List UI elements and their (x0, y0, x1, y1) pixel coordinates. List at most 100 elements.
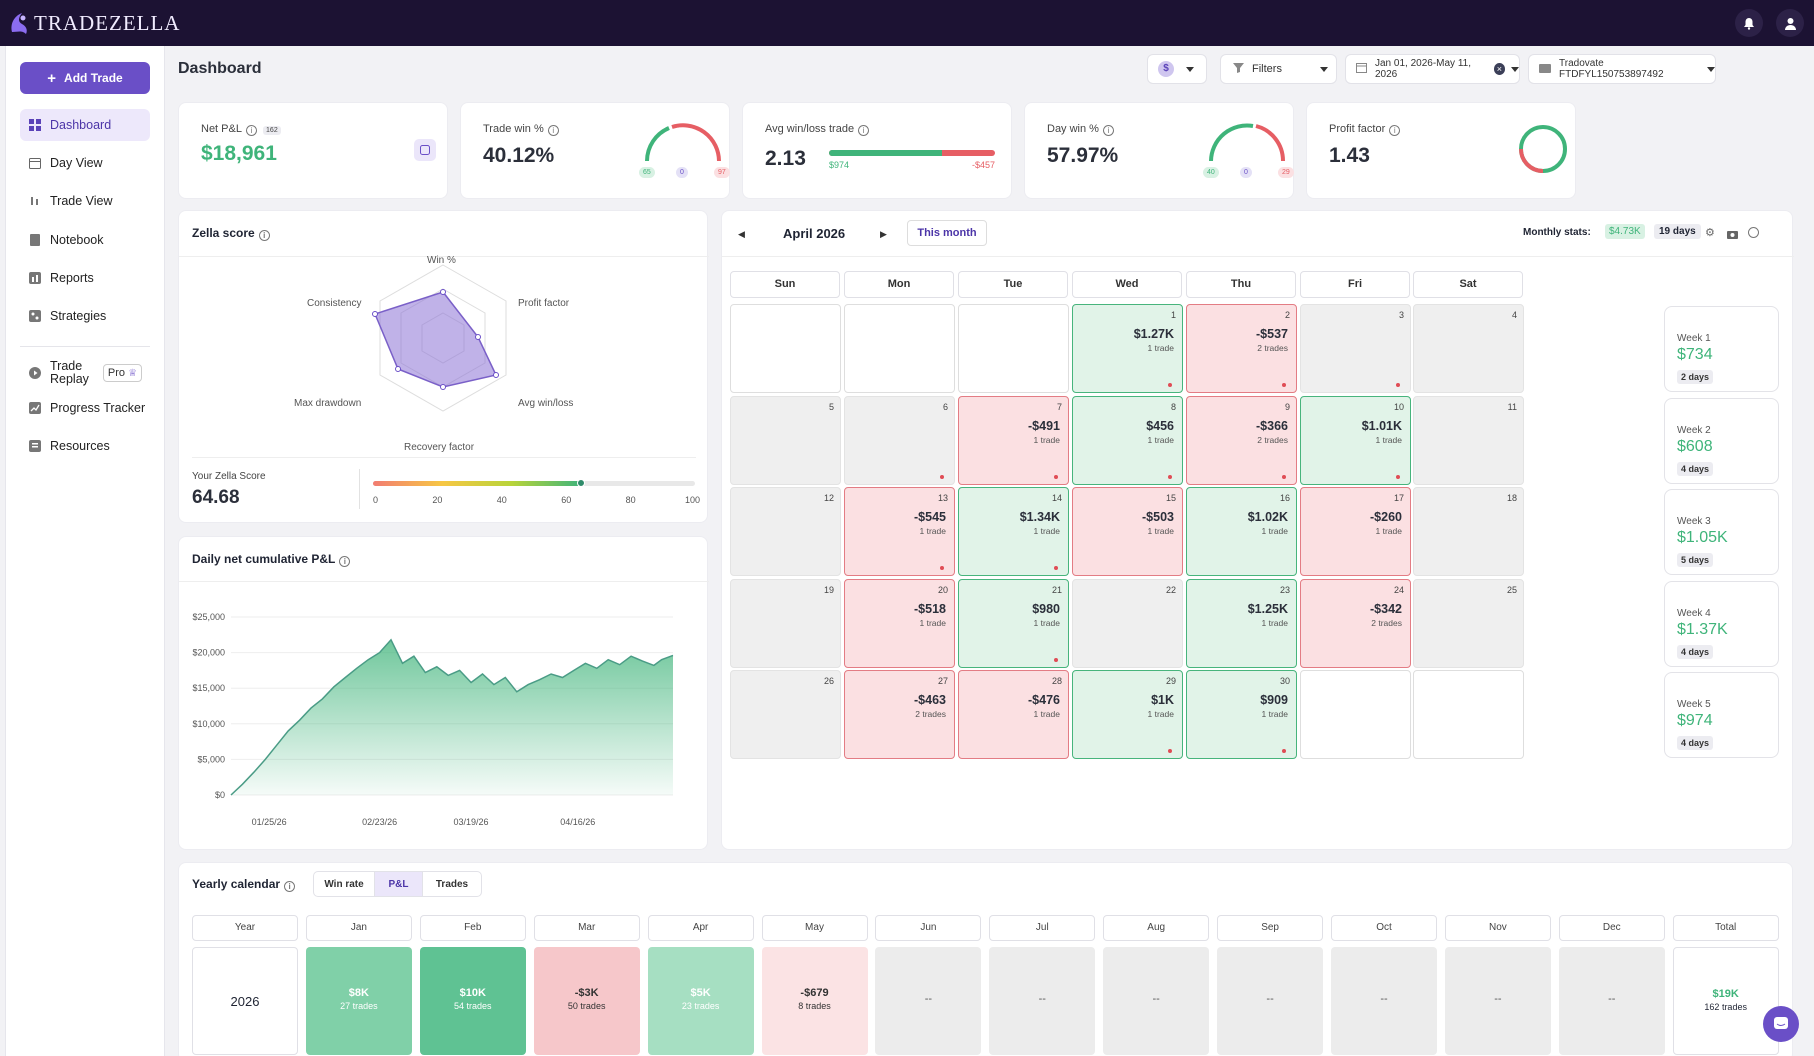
calendar-day[interactable]: 30 $909 1 trade (1186, 670, 1297, 759)
currency-select[interactable]: $ (1147, 54, 1207, 84)
this-month-button[interactable]: This month (907, 220, 987, 246)
calendar-day[interactable]: 21 $980 1 trade (958, 578, 1069, 668)
sidebar-item-resources[interactable]: Resources (20, 430, 150, 462)
calendar-day[interactable]: 9 -$366 2 trades (1186, 395, 1297, 485)
sidebar-item-label: Day View (50, 156, 103, 170)
camera-icon[interactable] (1727, 226, 1738, 244)
calendar-day[interactable]: 8 $456 1 trade (1072, 395, 1183, 485)
day-trades: 1 trade (1033, 617, 1060, 628)
calendar-day[interactable]: 4 (1413, 304, 1524, 393)
day-wins-count: 40 (1203, 167, 1219, 178)
info-icon: i (1389, 125, 1401, 136)
calendar-day[interactable]: 19 (730, 578, 841, 668)
yearly-month-cell[interactable]: -- (1217, 947, 1324, 1055)
chat-button[interactable] (1763, 1006, 1799, 1042)
weekday-header: Mon (844, 271, 954, 298)
yearly-month-cell[interactable]: -- (1331, 947, 1437, 1055)
calendar-day[interactable]: 11 (1413, 395, 1524, 485)
day-number: 2 (1284, 310, 1290, 320)
zella-scale-tick: 80 (625, 495, 636, 505)
sidebar-item-strategies[interactable]: Strategies (20, 300, 150, 332)
next-month-arrow[interactable]: ▶ (880, 229, 887, 239)
month-pnl: -- (1608, 993, 1616, 1005)
filters-button[interactable]: Filters (1220, 54, 1337, 84)
calendar-day[interactable]: 2 -$537 2 trades (1186, 304, 1297, 393)
user-icon[interactable] (1776, 9, 1804, 37)
calendar-day[interactable]: 10 $1.01K 1 trade (1300, 395, 1411, 485)
sidebar-item-trade-view[interactable]: Trade View (20, 185, 150, 217)
yearly-month-cell[interactable]: $5K 23 trades (647, 947, 754, 1055)
prev-month-arrow[interactable]: ◀ (738, 229, 745, 239)
settings-icon[interactable]: ⚙ (1705, 227, 1715, 239)
calendar-day[interactable]: 1 $1.27K 1 trade (1072, 304, 1183, 393)
y-tick-label: $15,000 (192, 683, 225, 693)
tab-trades[interactable]: Trades (422, 871, 482, 897)
yearly-month-cell[interactable]: -- (1103, 947, 1210, 1055)
calendar-day[interactable]: 7 -$491 1 trade (958, 395, 1069, 485)
sidebar-item-reports[interactable]: Reports (20, 262, 150, 294)
yearly-month-cell[interactable]: -- (1558, 947, 1665, 1055)
calendar-day[interactable] (1300, 670, 1411, 759)
sidebar-item-trade-replay[interactable]: Trade Replay Pro ♕ (20, 354, 150, 392)
clear-icon[interactable]: × (1493, 63, 1505, 75)
calendar-day[interactable] (958, 304, 1069, 393)
add-trade-button[interactable]: + Add Trade (20, 62, 150, 94)
calendar-day[interactable] (844, 304, 955, 393)
sidebar-item-day-view[interactable]: Day View (20, 147, 150, 179)
calendar-day[interactable]: 17 -$260 1 trade (1300, 487, 1411, 576)
calendar-day[interactable]: 5 (730, 395, 841, 485)
yearly-month-cell[interactable]: -$679 8 trades (761, 947, 868, 1055)
yearly-month-cell[interactable]: $8K 27 trades (305, 947, 412, 1055)
day-trades: 1 trade (1147, 434, 1174, 445)
sidebar-item-label: Trade View (50, 194, 113, 208)
notebook-icon (29, 234, 41, 246)
yearly-month-cell[interactable]: -$3K 50 trades (533, 947, 640, 1055)
day-number: 10 (1393, 401, 1404, 412)
calendar-day[interactable] (1413, 670, 1524, 759)
day-trades: 2 trades (1257, 434, 1288, 445)
day-number: 20 (937, 584, 948, 595)
calendar-day[interactable]: 28 -$476 1 trade (958, 670, 1069, 759)
yearly-month-cell[interactable]: -- (875, 947, 982, 1055)
note-dot (1396, 383, 1400, 387)
calendar-day[interactable]: 15 -$503 1 trade (1072, 487, 1183, 576)
replay-icon (29, 367, 41, 379)
calendar-day[interactable]: 22 (1072, 578, 1183, 668)
calendar-day[interactable]: 6 (844, 395, 955, 485)
calendar-day[interactable] (730, 304, 841, 393)
bell-icon[interactable] (1735, 9, 1763, 37)
week-label: Week 3 (1677, 516, 1711, 527)
app-logo[interactable]: TRADEZELLA (8, 10, 180, 36)
calendar-day[interactable]: 12 (730, 487, 841, 576)
crown-icon: ♕ (128, 368, 138, 379)
calendar-day[interactable]: 20 -$518 1 trade (844, 578, 955, 668)
calendar-day[interactable]: 3 (1300, 304, 1411, 393)
calendar-day[interactable]: 13 -$545 1 trade (844, 487, 955, 576)
tab-win-rate[interactable]: Win rate (313, 871, 375, 897)
trade-win-card: Trade win % i 40.12% 65 0 97 (460, 102, 730, 199)
net-pnl-icon[interactable] (414, 139, 436, 161)
sidebar-item-notebook[interactable]: Notebook (20, 224, 150, 256)
calendar-day[interactable]: 24 -$342 2 trades (1300, 578, 1411, 668)
calendar-day[interactable]: 26 (730, 670, 841, 759)
day-pnl: -$260 (1370, 510, 1402, 524)
calendar-day[interactable]: 23 $1.25K 1 trade (1186, 578, 1297, 668)
calendar-day[interactable]: 27 -$463 2 trades (844, 670, 955, 759)
calendar-day[interactable]: 29 $1K 1 trade (1072, 670, 1183, 759)
sidebar-item-dashboard[interactable]: Dashboard (20, 109, 150, 141)
calendar-day[interactable]: 25 (1413, 578, 1524, 668)
filter-icon (1233, 62, 1244, 76)
date-range-picker[interactable]: Jan 01, 2026-May 11, 2026 × (1345, 54, 1520, 84)
account-select[interactable]: Tradovate FTDFYL150753897492 (1528, 54, 1716, 84)
yearly-month-cell[interactable]: -- (1444, 947, 1551, 1055)
info-icon[interactable] (1748, 227, 1759, 238)
calendar-day[interactable]: 16 $1.02K 1 trade (1186, 487, 1297, 576)
tab-pnl[interactable]: P&L (374, 871, 423, 897)
calendar-day[interactable]: 18 (1413, 487, 1524, 576)
yearly-month-cell[interactable]: -- (989, 947, 1096, 1055)
sidebar-item-progress-tracker[interactable]: Progress Tracker (20, 392, 150, 424)
day-number: 1 (1170, 310, 1176, 320)
day-pnl: -$537 (1256, 327, 1288, 341)
yearly-month-cell[interactable]: $10K 54 trades (419, 947, 526, 1055)
calendar-day[interactable]: 14 $1.34K 1 trade (958, 487, 1069, 576)
